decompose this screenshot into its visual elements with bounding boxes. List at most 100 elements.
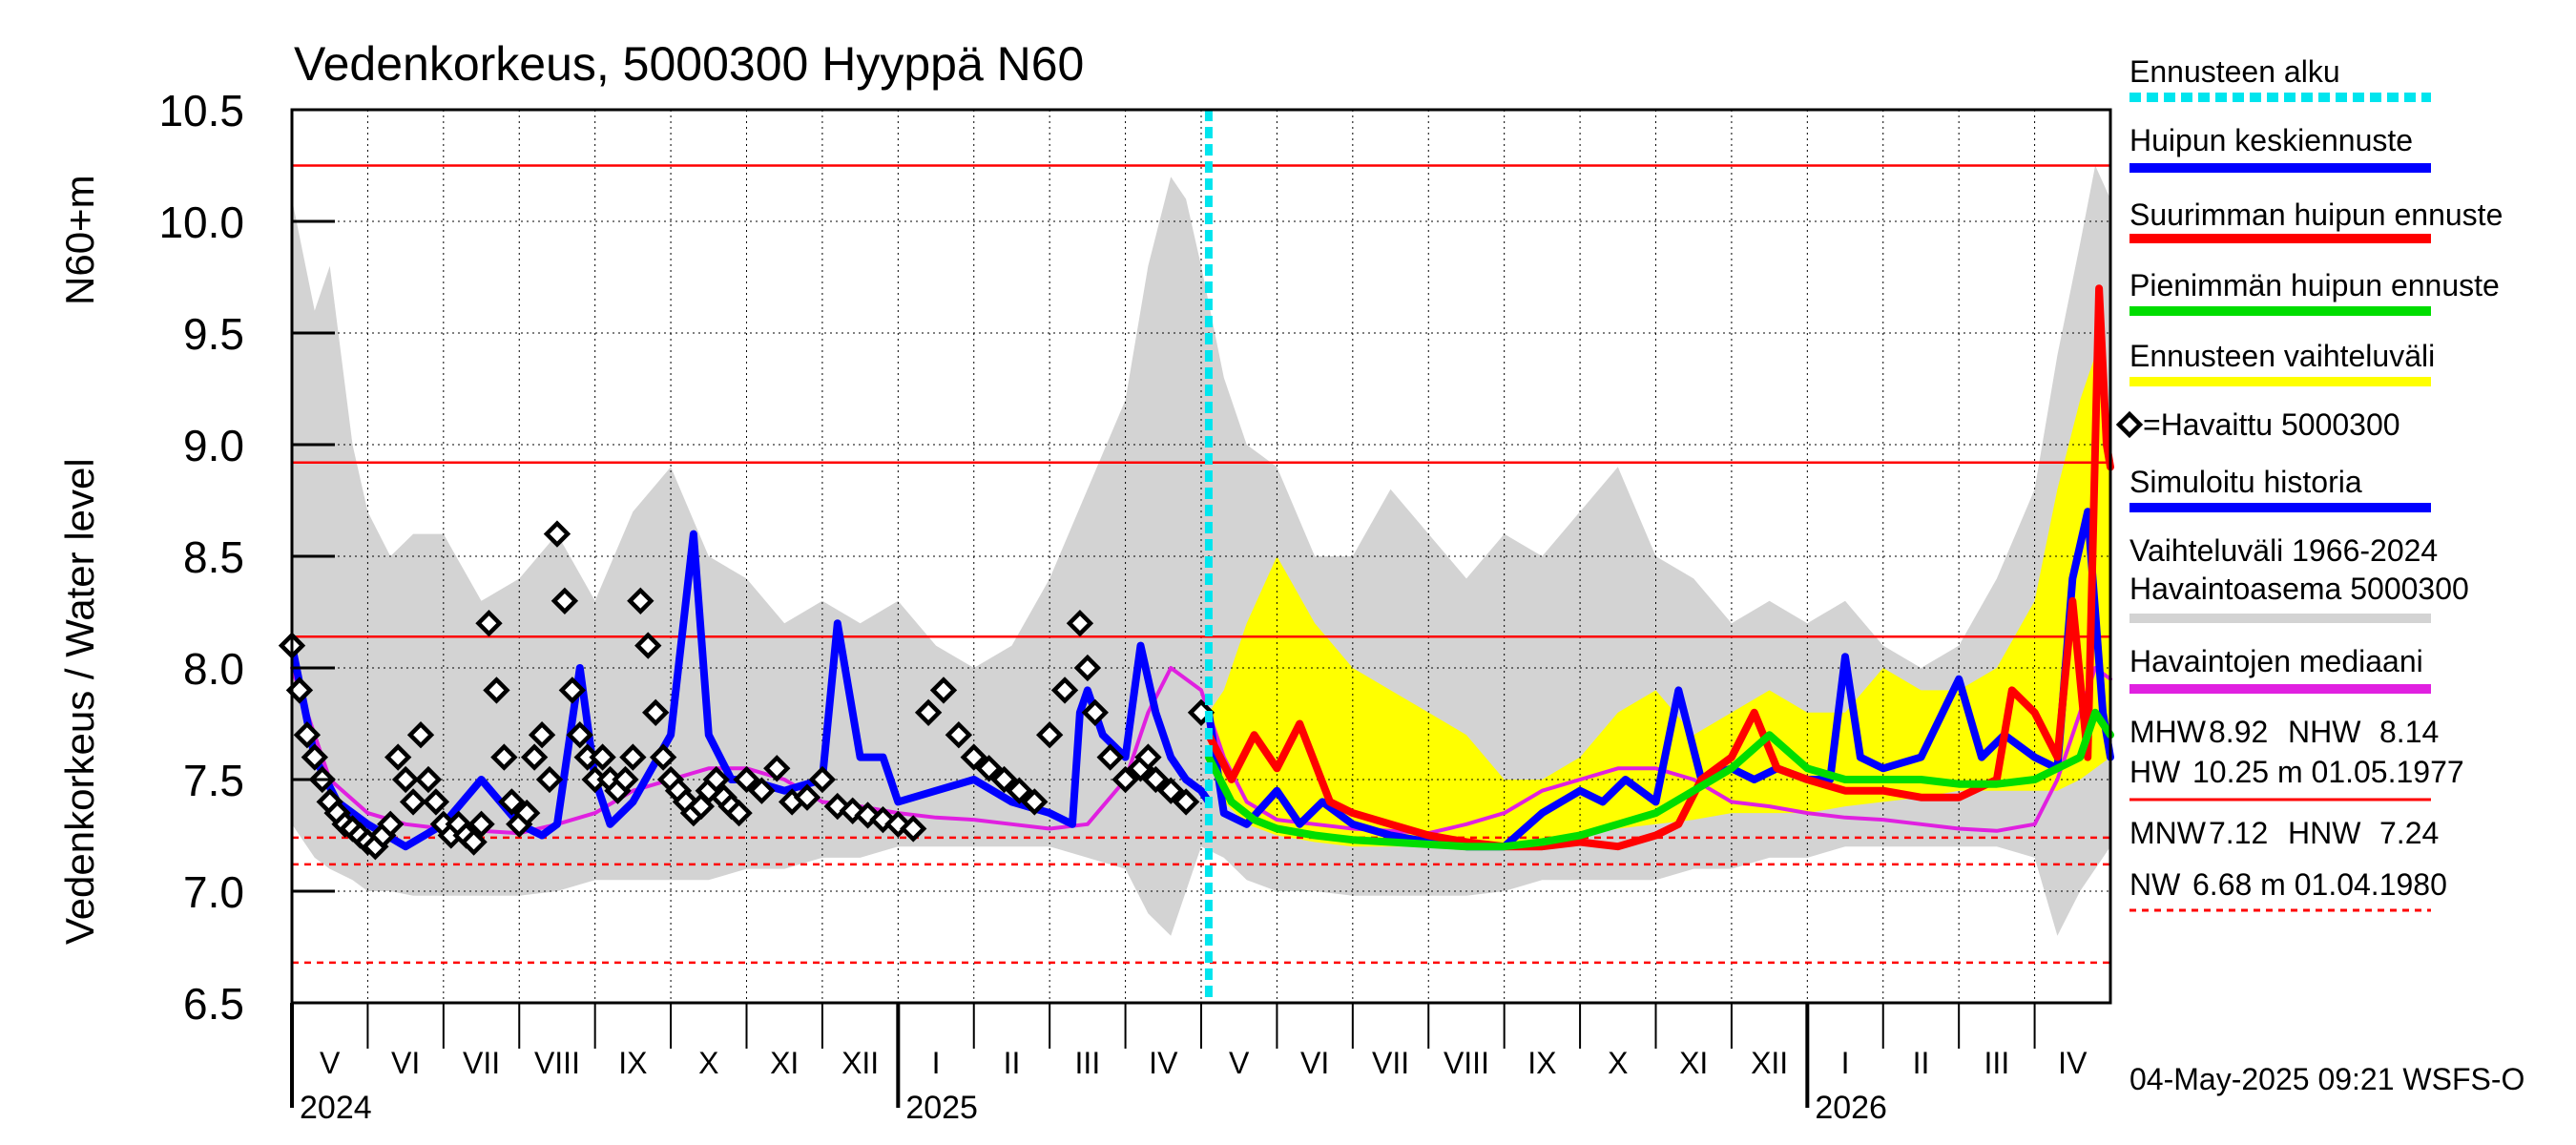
stat-nw-value: 6.68 m 01.04.1980 — [2192, 867, 2447, 902]
x-month-label: XI — [1679, 1046, 1708, 1080]
x-month-label: IV — [2058, 1046, 2088, 1080]
legend-label: Havaintojen mediaani — [2129, 644, 2423, 678]
y-tick-label: 6.5 — [183, 979, 244, 1029]
stat-hw-label: HW — [2129, 755, 2181, 789]
observed-point — [627, 587, 654, 614]
observed-point — [490, 743, 518, 771]
observed-point — [384, 743, 412, 771]
observed-point — [808, 765, 837, 794]
observed-point — [483, 677, 510, 704]
grid-layer — [292, 110, 2110, 1003]
legend-label: Vaihteluväli 1966-2024 — [2129, 533, 2438, 568]
x-month-label: X — [1608, 1046, 1628, 1080]
observed-point — [566, 721, 593, 749]
legend-label-second-line: Havaintoasema 5000300 — [2129, 572, 2469, 606]
observed-point — [733, 765, 760, 794]
observed-point — [1021, 788, 1049, 816]
x-month-label: VI — [1300, 1046, 1329, 1080]
observed-point — [960, 743, 987, 771]
observed-point — [1073, 654, 1102, 682]
observed-point — [399, 788, 427, 816]
x-month-label: VII — [1372, 1046, 1409, 1080]
reference-lines — [292, 164, 2110, 965]
legend-label: Ennusteen alku — [2129, 54, 2340, 89]
x-month-label: X — [698, 1046, 718, 1080]
x-month-label: VI — [391, 1046, 420, 1080]
observed-point — [1111, 765, 1139, 794]
observed-point — [467, 810, 495, 838]
observed-point — [1142, 765, 1170, 794]
legend-stats: MHW 8.92 NHW 8.14 HW 10.25 m 01.05.1977 … — [2129, 715, 2464, 912]
observed-point — [1066, 610, 1094, 637]
observed-point — [406, 721, 435, 749]
stat-mnw-value: 7.12 — [2209, 816, 2268, 850]
x-month-label: V — [320, 1046, 341, 1080]
legend-label: Suurimman huipun ennuste — [2129, 198, 2503, 232]
stat-hnw-label: HNW — [2288, 816, 2361, 850]
observed-point — [945, 721, 973, 749]
x-month-label: VIII — [534, 1046, 580, 1080]
observed-point — [748, 777, 776, 804]
observed-point — [914, 698, 943, 726]
x-month-label: II — [1004, 1046, 1021, 1080]
x-month-label: IV — [1149, 1046, 1178, 1080]
stat-mhw-value: 8.92 — [2209, 715, 2268, 749]
y-tick-label: 9.0 — [183, 421, 244, 470]
observed-point — [377, 810, 405, 838]
observed-point — [649, 743, 677, 771]
stat-nhw-label: NHW — [2288, 715, 2361, 749]
observed-point — [990, 765, 1018, 794]
observed-point — [414, 765, 443, 794]
x-month-label: I — [1841, 1046, 1850, 1080]
observed-point — [460, 828, 488, 856]
x-month-label: I — [932, 1046, 941, 1080]
observed-point — [642, 698, 670, 726]
y-tick-label: 10.0 — [158, 198, 244, 247]
stat-nw-label: NW — [2129, 867, 2181, 902]
observed-point — [513, 799, 541, 827]
x-month-label: XI — [770, 1046, 799, 1080]
x-month-label: VIII — [1444, 1046, 1489, 1080]
observed-point — [520, 743, 549, 771]
observed-point — [1081, 698, 1109, 726]
stat-mnw-label: MNW — [2129, 816, 2207, 850]
observed-point — [1096, 743, 1124, 771]
observed-point — [1172, 788, 1200, 816]
observed-point — [702, 765, 730, 794]
observed-point — [293, 721, 322, 749]
footer-timestamp: 04-May-2025 09:21 WSFS-O — [2129, 1062, 2524, 1096]
observed-point — [535, 765, 564, 794]
observed-point — [391, 765, 420, 794]
band-ennusteen-vaihteluv-li — [1208, 355, 2110, 847]
observed-point — [725, 799, 753, 827]
x-month-label: II — [1913, 1046, 1930, 1080]
stat-mhw-label: MHW — [2129, 715, 2207, 749]
observed-point — [793, 783, 821, 811]
observed-point — [543, 520, 571, 548]
observed-point — [551, 587, 579, 614]
observed-point — [558, 677, 587, 704]
y-tick-label: 7.5 — [183, 756, 244, 805]
chart-title: Vedenkorkeus, 5000300 Hyyppä N60 — [294, 37, 1084, 91]
legend-label: Simuloitu historia — [2129, 465, 2362, 499]
y-tick-label: 10.5 — [158, 86, 244, 135]
observed-point — [528, 721, 556, 749]
x-month-label: XII — [841, 1046, 879, 1080]
observed-point — [1006, 777, 1033, 804]
legend-observed-marker — [2115, 410, 2144, 439]
observed-point — [619, 743, 647, 771]
y-axis-label: Vedenkorkeus / Water level — [57, 458, 102, 945]
x-month-label: III — [1075, 1046, 1101, 1080]
observed-point — [475, 610, 503, 637]
observed-point — [1134, 743, 1162, 771]
x-month-label: III — [1984, 1046, 2010, 1080]
series-line-suurimman-huipun-ennuste — [1204, 284, 2114, 851]
x-month-label: VII — [463, 1046, 500, 1080]
legend-label: =Havaittu 5000300 — [2143, 407, 2400, 442]
stat-hw-value: 10.25 m 01.05.1977 — [2192, 755, 2464, 789]
x-year-label: 2025 — [905, 1090, 978, 1126]
legend: Ennusteen alku Huipun keskiennuste Suurimm… — [2115, 54, 2503, 694]
observed-point — [589, 743, 616, 771]
observed-point — [301, 743, 329, 771]
x-year-label: 2026 — [1815, 1090, 1887, 1126]
